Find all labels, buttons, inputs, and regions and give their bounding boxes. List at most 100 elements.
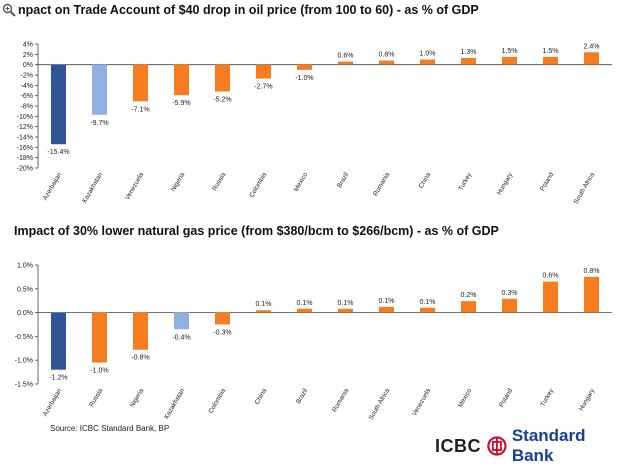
bar xyxy=(215,64,230,92)
bar xyxy=(543,281,558,313)
category-label: Azerbaijan xyxy=(42,387,64,417)
y-tick-label: -1.5% xyxy=(15,382,33,389)
category-label: Turkey xyxy=(457,171,473,192)
bar xyxy=(51,312,66,370)
y-tick-label: -8% xyxy=(21,104,33,111)
category-label: Turkey xyxy=(539,387,555,408)
data-label: -7.1% xyxy=(131,106,149,113)
bar xyxy=(338,61,353,65)
bar xyxy=(133,312,148,350)
data-label: -9.7% xyxy=(90,120,108,127)
bar xyxy=(215,312,230,325)
bar xyxy=(461,57,476,65)
data-label: -0.8% xyxy=(131,355,149,362)
y-tick-label: -12% xyxy=(17,124,33,131)
bar xyxy=(174,64,189,96)
bar xyxy=(502,298,517,313)
chart-title-gas: Impact of 30% lower natural gas price (f… xyxy=(14,224,499,238)
data-label: -5.9% xyxy=(172,100,190,107)
category-label: Kazakhstan xyxy=(163,387,186,420)
y-tick-label: -4% xyxy=(21,83,33,90)
bar xyxy=(502,56,517,65)
bar xyxy=(297,308,312,313)
bar xyxy=(420,307,435,313)
bar xyxy=(543,56,558,65)
y-tick-label: 0% xyxy=(23,62,33,69)
bar xyxy=(174,312,189,330)
bar xyxy=(297,64,312,70)
data-label: 0.6% xyxy=(543,273,559,280)
category-label: China xyxy=(418,171,433,190)
bar xyxy=(584,52,599,65)
data-label: 0.2% xyxy=(461,292,477,299)
category-label: China xyxy=(254,387,269,406)
data-label: 1.3% xyxy=(461,49,477,56)
icbc-emblem-icon xyxy=(487,436,507,456)
data-label: -1.0% xyxy=(90,368,108,375)
y-tick-label: -10% xyxy=(17,114,33,121)
category-label: Poland xyxy=(498,387,514,408)
logo-standard-bank-text: Standard Bank xyxy=(511,426,586,465)
data-label: 0.8% xyxy=(584,268,600,275)
y-tick-label: -0.5% xyxy=(15,334,33,341)
data-label: 0.1% xyxy=(338,300,354,307)
category-label: Nigeria xyxy=(129,387,146,409)
category-label: Brazil xyxy=(336,171,350,189)
y-tick-label: 0.0% xyxy=(17,310,33,317)
data-label: -5.2% xyxy=(213,97,231,104)
bar xyxy=(379,60,394,65)
data-label: 0.1% xyxy=(256,301,272,308)
y-tick-label: 2% xyxy=(23,52,33,59)
category-label: Poland xyxy=(539,171,555,192)
category-label: Mexico xyxy=(457,387,474,409)
data-label: 0.1% xyxy=(420,299,436,306)
category-label: Azerbaijan xyxy=(42,171,64,201)
bar xyxy=(92,312,107,363)
data-label: 0.6% xyxy=(338,53,354,60)
category-label: Venezuela xyxy=(411,387,432,417)
data-label: 1.5% xyxy=(543,48,559,55)
category-label: Venezuela xyxy=(124,171,145,201)
category-label: Russia xyxy=(211,171,227,192)
bar xyxy=(256,64,271,79)
category-label: South Africa xyxy=(368,387,392,421)
bar xyxy=(461,301,476,313)
data-label: 2.4% xyxy=(584,43,600,50)
bar xyxy=(584,276,599,313)
y-tick-label: -20% xyxy=(17,166,33,173)
data-label: 0.1% xyxy=(379,298,395,305)
y-tick-label: -16% xyxy=(17,145,33,152)
category-label: South Africa xyxy=(573,171,597,205)
data-label: -0.3% xyxy=(213,330,231,337)
y-tick-label: -18% xyxy=(17,155,33,162)
category-label: Colombia xyxy=(207,387,227,415)
category-label: Nigeria xyxy=(170,171,187,193)
category-label: Romania xyxy=(331,387,350,413)
logo-icbc-text: ICBC xyxy=(435,435,481,456)
bar xyxy=(133,64,148,102)
bar xyxy=(338,308,353,313)
source-note: Source: ICBC Standard Bank, BP xyxy=(50,424,170,433)
data-label: -1.2% xyxy=(49,375,67,382)
data-label: 1.0% xyxy=(420,51,436,58)
zoom-icon[interactable] xyxy=(2,3,16,17)
category-label: Russia xyxy=(88,387,104,408)
y-tick-label: -1.0% xyxy=(15,358,33,365)
bar xyxy=(379,306,394,313)
category-label: Romania xyxy=(372,171,391,197)
category-label: Mexico xyxy=(293,171,310,193)
category-label: Kazakhstan xyxy=(81,171,104,204)
bar xyxy=(51,64,66,145)
category-label: Brazil xyxy=(295,387,309,405)
chart-title-oil: npact on Trade Account of $40 drop in oi… xyxy=(18,3,479,17)
gas-price-chart: 1.0% 0.5% 0.0% -0.5% -1.0% -1.5% -1.2% Azerbaij… xyxy=(15,263,612,421)
category-label: Colombia xyxy=(248,171,268,199)
data-label: -2.7% xyxy=(254,84,272,91)
data-label: 1.5% xyxy=(502,48,518,55)
bar xyxy=(256,310,271,313)
data-label: -1.0% xyxy=(295,75,313,82)
y-tick-label: 0.5% xyxy=(17,286,33,293)
data-label: -0.4% xyxy=(172,334,190,341)
category-label: Hungary xyxy=(578,387,597,412)
data-label: 0.1% xyxy=(297,300,313,307)
